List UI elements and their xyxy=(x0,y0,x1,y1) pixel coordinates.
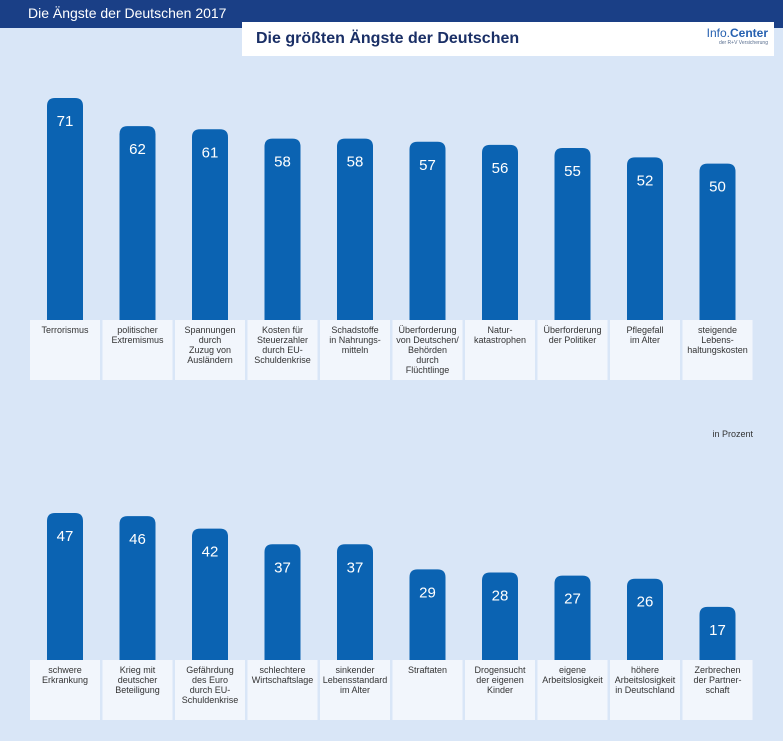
category-label: Zerbrechen der Partner-schaft xyxy=(693,665,741,695)
logo-subtitle: der R+V Versicherung xyxy=(718,40,768,46)
category-label: Straftaten xyxy=(408,665,447,675)
bar xyxy=(192,528,228,660)
category-label: steigende Lebens-haltungskosten xyxy=(687,325,748,355)
data-label: 46 xyxy=(129,531,146,548)
category-label: Drogensucht der eigenen Kinder xyxy=(474,665,526,695)
category-box xyxy=(247,660,318,720)
category-box xyxy=(247,320,318,380)
bar xyxy=(554,148,591,320)
data-label: 55 xyxy=(564,163,581,180)
category-label: Überforderung der Politiker xyxy=(543,325,601,345)
category-label: höhere Arbeitslosigkeit in Deutschland xyxy=(615,665,676,695)
chart-panel-1: 71 Terrorismus 62 politischer Extremismus 61 S… xyxy=(30,98,753,380)
category-label: schlechtere Wirtschaftslage xyxy=(252,665,314,685)
category-label: Überforderung von Deutschen/Behörden durch… xyxy=(396,325,459,375)
bar xyxy=(699,606,736,660)
chart-panel-2: 47 schwere Erkrankung 46 Krieg mit deutscher B… xyxy=(30,513,753,720)
data-label: 50 xyxy=(709,179,726,196)
category-box xyxy=(537,660,608,720)
top-title: Die Ängste der Deutschen 2017 xyxy=(28,5,227,21)
infocenter-logo: Info.Center der R+V Versicherung xyxy=(707,26,768,47)
data-label: 47 xyxy=(57,528,74,545)
bar xyxy=(47,513,83,660)
category-label: eigene Arbeitslosigkeit xyxy=(542,665,603,685)
category-box xyxy=(102,320,173,380)
bar xyxy=(119,516,156,660)
category-label: Schadstoffe in Nahrungs-mitteln xyxy=(329,325,381,355)
data-label: 42 xyxy=(202,544,219,561)
bar xyxy=(47,98,83,320)
bar xyxy=(264,544,301,660)
category-box xyxy=(465,320,535,380)
bar xyxy=(192,129,228,320)
category-box xyxy=(30,660,100,720)
data-label: 28 xyxy=(492,587,509,604)
category-label: Krieg mit deutscher Beteiligung xyxy=(115,665,160,695)
category-box xyxy=(320,660,390,720)
bar xyxy=(554,575,591,660)
category-box xyxy=(175,320,245,380)
logo-prefix: Info. xyxy=(706,26,730,40)
category-label: sinkender Lebensstandard im Alter xyxy=(323,665,388,695)
category-box xyxy=(610,660,680,720)
category-label: Kosten für Steuerzahler durch EU-Schuldenk… xyxy=(254,325,311,365)
data-label: 26 xyxy=(637,594,654,611)
data-label: 29 xyxy=(419,584,436,601)
category-box xyxy=(465,660,535,720)
data-label: 62 xyxy=(129,141,146,158)
bar xyxy=(264,138,301,320)
category-box xyxy=(102,660,173,720)
title-box: Die größten Ängste der Deutschen Info.Ce… xyxy=(242,22,774,56)
bar xyxy=(482,144,518,320)
category-label: Pflegefall im Alter xyxy=(626,325,663,345)
data-label: 52 xyxy=(637,172,654,189)
bar xyxy=(337,138,373,320)
bar xyxy=(409,141,446,320)
category-box xyxy=(320,320,390,380)
category-label: politischer Extremismus xyxy=(111,325,164,345)
category-label: Natur-katastrophen xyxy=(474,325,526,345)
data-label: 27 xyxy=(564,591,581,608)
category-box xyxy=(30,320,100,380)
bar xyxy=(627,578,663,660)
bar xyxy=(699,163,736,320)
data-label: 56 xyxy=(492,160,509,177)
bar xyxy=(119,126,156,321)
category-box xyxy=(682,660,753,720)
data-label: 58 xyxy=(347,154,364,171)
main-title: Die größten Ängste der Deutschen xyxy=(256,30,520,47)
category-box xyxy=(682,320,753,380)
bar xyxy=(627,157,663,320)
data-label: 17 xyxy=(709,622,726,639)
data-label: 37 xyxy=(347,559,364,576)
category-label: Gefährdung des Euro durch EU-Schuldenkrise xyxy=(182,665,239,705)
category-label: schwere Erkrankung xyxy=(42,665,88,685)
bar xyxy=(337,544,373,660)
unit-label: in Prozent xyxy=(712,429,753,439)
data-label: 61 xyxy=(202,144,219,161)
category-box xyxy=(175,660,245,720)
data-label: 58 xyxy=(274,154,291,171)
data-label: 37 xyxy=(274,559,291,576)
category-label: Spannungen durch Zuzug von Ausländern xyxy=(184,325,235,365)
category-box xyxy=(537,320,608,380)
data-label: 71 xyxy=(57,113,74,130)
logo-strong: Center xyxy=(729,26,768,40)
category-box xyxy=(610,320,680,380)
bar xyxy=(409,569,446,660)
category-label: Terrorismus xyxy=(41,325,89,335)
category-box xyxy=(392,320,463,380)
data-label: 57 xyxy=(419,157,436,174)
bar xyxy=(482,572,518,660)
category-box xyxy=(392,660,463,720)
